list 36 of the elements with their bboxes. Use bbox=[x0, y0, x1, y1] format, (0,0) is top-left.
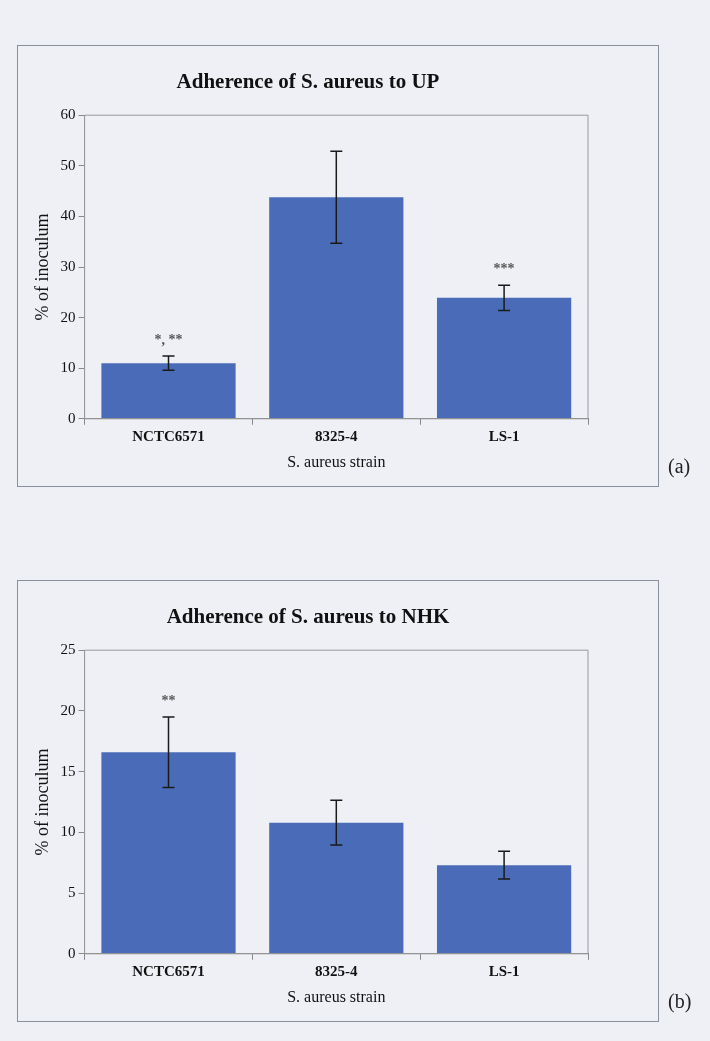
y-tick-label: 0 bbox=[68, 944, 76, 961]
x-tick-label: NCTC6571 bbox=[132, 962, 205, 979]
annotation: *, ** bbox=[154, 331, 183, 347]
y-tick-label: 10 bbox=[60, 823, 76, 840]
y-tick-label: 50 bbox=[60, 156, 76, 173]
y-tick-label: 20 bbox=[60, 701, 76, 718]
chart-title: Adherence of S. aureus to NHK bbox=[166, 604, 451, 629]
y-tick-label: 20 bbox=[60, 308, 76, 325]
x-tick-label: 8325-4 bbox=[315, 962, 359, 979]
y-tick-label: 40 bbox=[60, 207, 76, 224]
text: (b) bbox=[668, 990, 692, 1013]
y-tick-label: 15 bbox=[60, 762, 76, 779]
y-tick-label: 25 bbox=[60, 641, 76, 658]
text: (a) bbox=[668, 455, 691, 478]
x-axis-title: S. aureus strain bbox=[287, 452, 386, 470]
x-tick-label: 8325-4 bbox=[315, 427, 359, 444]
x-tick-label: LS-1 bbox=[488, 427, 520, 444]
y-axis-title: % of inoculum bbox=[31, 213, 52, 321]
x-axis-title: S. aureus strain bbox=[287, 987, 386, 1005]
bar bbox=[269, 822, 404, 954]
bar bbox=[269, 197, 404, 419]
bar bbox=[101, 752, 236, 954]
x-tick-label: LS-1 bbox=[488, 962, 520, 979]
y-tick-label: 60 bbox=[60, 106, 76, 123]
bar bbox=[436, 297, 572, 419]
chart-title: Adherence of S. aureus to UP bbox=[176, 69, 440, 94]
y-axis-title: % of inoculum bbox=[31, 748, 52, 856]
y-tick-label: 0 bbox=[68, 409, 76, 426]
bar bbox=[101, 363, 236, 419]
annotation: ** bbox=[161, 692, 176, 708]
annotation: *** bbox=[493, 260, 515, 276]
y-tick-label: 5 bbox=[68, 884, 76, 901]
x-tick-label: NCTC6571 bbox=[132, 427, 205, 444]
y-tick-label: 30 bbox=[60, 257, 76, 274]
y-tick-label: 10 bbox=[60, 359, 76, 376]
bar bbox=[436, 865, 572, 954]
